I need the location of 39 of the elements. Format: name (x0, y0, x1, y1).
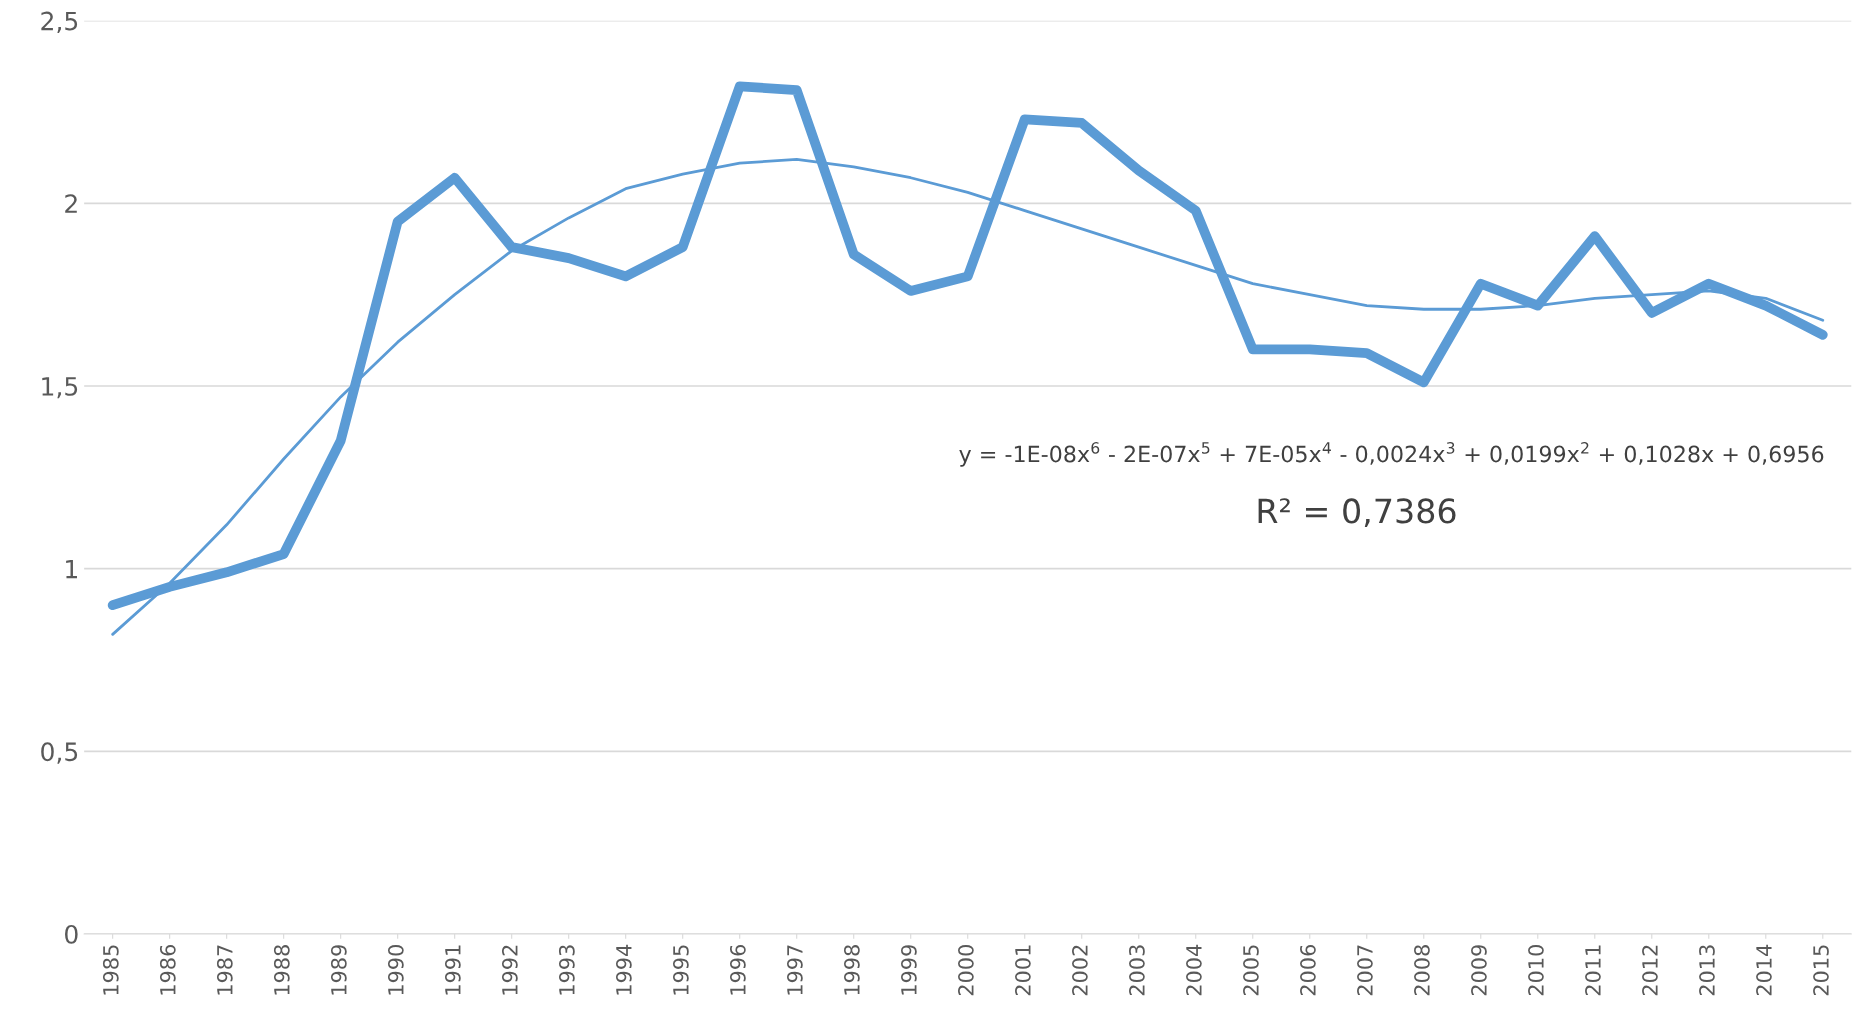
x-tick-label: 2015 (1813, 945, 1829, 996)
x-tick-label: 1996 (729, 945, 746, 995)
x-tick-label: 2014 (1756, 944, 1772, 996)
x-tick-label: 1987 (216, 945, 233, 995)
x-tick-label: 2002 (1072, 945, 1088, 996)
x-tick-label: 2001 (1015, 945, 1031, 996)
x-tick-label: 1989 (330, 945, 347, 995)
x-tick-label: 2007 (1357, 945, 1373, 996)
y-tick-label: 1,5 (42, 377, 78, 399)
x-tick-label: 2013 (1699, 945, 1715, 996)
y-tick-label: 1 (66, 559, 77, 579)
x-tick-label: 2003 (1129, 945, 1145, 996)
annotation: R² = 0,7386 (1258, 498, 1456, 527)
x-tick-label: 2010 (1528, 945, 1544, 996)
x-tick-label: 1997 (787, 945, 803, 995)
x-tick-label: 1991 (444, 945, 461, 995)
x-tick-label: 2012 (1642, 945, 1658, 996)
x-tick-label: 2000 (958, 945, 974, 996)
x-tick-label: 1998 (844, 945, 860, 995)
x-tick-label: 1990 (387, 945, 404, 995)
x-tick-label: 2009 (1471, 945, 1487, 996)
x-tick-label: 1999 (901, 945, 917, 995)
y-tick-label: 0 (65, 924, 78, 944)
y-tick-label: 2,5 (41, 11, 78, 34)
x-tick-label: 1985 (102, 945, 119, 995)
x-tick-label: 1994 (615, 944, 632, 995)
y-tick-label: 2 (65, 194, 77, 213)
x-tick-label: 2005 (1243, 945, 1259, 996)
x-tick-label: 1988 (273, 945, 290, 995)
x-tick-label: 2011 (1585, 945, 1601, 996)
x-tick-label: 2008 (1414, 945, 1430, 996)
y-tick-label: 0,5 (41, 742, 78, 764)
x-tick-label: 1986 (159, 945, 176, 995)
x-tick-label: 2004 (1186, 944, 1202, 996)
x-tick-label: 1993 (558, 945, 575, 995)
x-tick-label: 1992 (501, 945, 518, 995)
x-tick-label: 2006 (1300, 945, 1316, 996)
x-tick-label: 1995 (672, 945, 689, 995)
text: y = -1E-08x$^{6}$ - 2E-07x$^{5}$ + 7E-05x$^{4}$ - 0,0024x$^{3}$ + 0,0199x$^{2}$ + 0,1028x + 0,6956 (959, 442, 1824, 467)
